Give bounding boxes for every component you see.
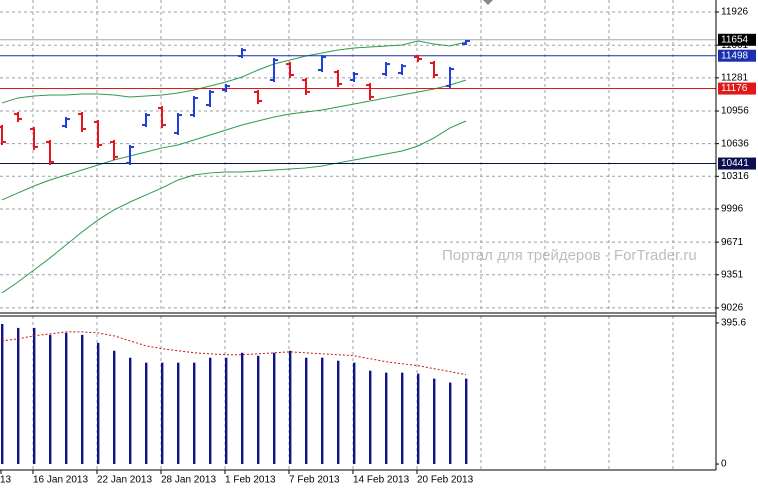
level-label: 11176 (721, 83, 748, 94)
x-tick-label: 28 Jan 2013 (161, 475, 216, 486)
x-tick-label: 14 Feb 2013 (353, 475, 410, 486)
volume-bar (49, 334, 52, 465)
signal-line (1, 331, 467, 376)
level-label-box (718, 82, 756, 95)
y-tick-label: 10316 (721, 171, 749, 182)
volume-bar (401, 372, 404, 465)
level-label-box (718, 49, 756, 62)
volume-bar (433, 378, 436, 465)
volume-bar (337, 360, 340, 465)
volume-bar (353, 362, 356, 465)
volume-bar (1, 323, 4, 465)
volume-bar (449, 382, 452, 465)
volume-bar (113, 350, 116, 465)
volume-bar (129, 357, 132, 465)
band-line (1, 79, 467, 201)
y-tick-label: 9351 (721, 269, 744, 280)
volume-bar (321, 357, 324, 465)
volume-bar (257, 355, 260, 465)
y-tick-label: 395.6 (721, 318, 746, 329)
volume-bar (81, 334, 84, 465)
level-label-box (718, 157, 756, 170)
watermark: Портал для трейдеров - ForTrader.ru (442, 247, 697, 264)
volume-bar (305, 357, 308, 465)
x-tick-label: 1 Feb 2013 (225, 475, 276, 486)
volume-bar (97, 342, 100, 465)
shift-marker (483, 0, 493, 5)
y-tick-label: 9996 (721, 204, 744, 215)
level-label: 11654 (721, 34, 749, 45)
volume-bar (369, 370, 372, 465)
volume-bar (161, 362, 164, 465)
x-tick-label: 7 Feb 2013 (289, 475, 340, 486)
y-tick-label: 10636 (721, 138, 749, 149)
y-tick-label: 9671 (721, 237, 744, 248)
y-tick-label: 11281 (721, 72, 749, 83)
x-tick-label: 13 (0, 475, 12, 486)
volume-bar (209, 357, 212, 465)
x-tick-label: 16 Jan 2013 (33, 475, 88, 486)
volume-bar (241, 352, 244, 465)
volume-bar (289, 350, 292, 465)
level-label-box (718, 33, 756, 46)
volume-bar (177, 362, 180, 465)
y-tick-label: 0 (721, 459, 727, 470)
level-label: 10441 (721, 158, 749, 169)
band-line (1, 120, 467, 294)
x-tick-label: 20 Feb 2013 (417, 475, 474, 486)
volume-bar (385, 372, 388, 465)
volume-bar (273, 352, 276, 465)
volume-bar (65, 332, 68, 465)
y-tick-label: 11926 (721, 7, 749, 18)
level-label: 11498 (721, 50, 749, 61)
volume-bar (225, 357, 228, 465)
band-line (1, 40, 467, 104)
y-tick-label: 9026 (721, 303, 744, 314)
volume-bar (33, 327, 36, 465)
y-tick-label: 10956 (721, 106, 749, 117)
volume-bar (465, 378, 468, 465)
volume-bar (145, 362, 148, 465)
volume-bar (417, 373, 420, 465)
volume-bar (193, 362, 196, 465)
volume-bar (17, 327, 20, 465)
x-tick-label: 22 Jan 2013 (97, 475, 152, 486)
